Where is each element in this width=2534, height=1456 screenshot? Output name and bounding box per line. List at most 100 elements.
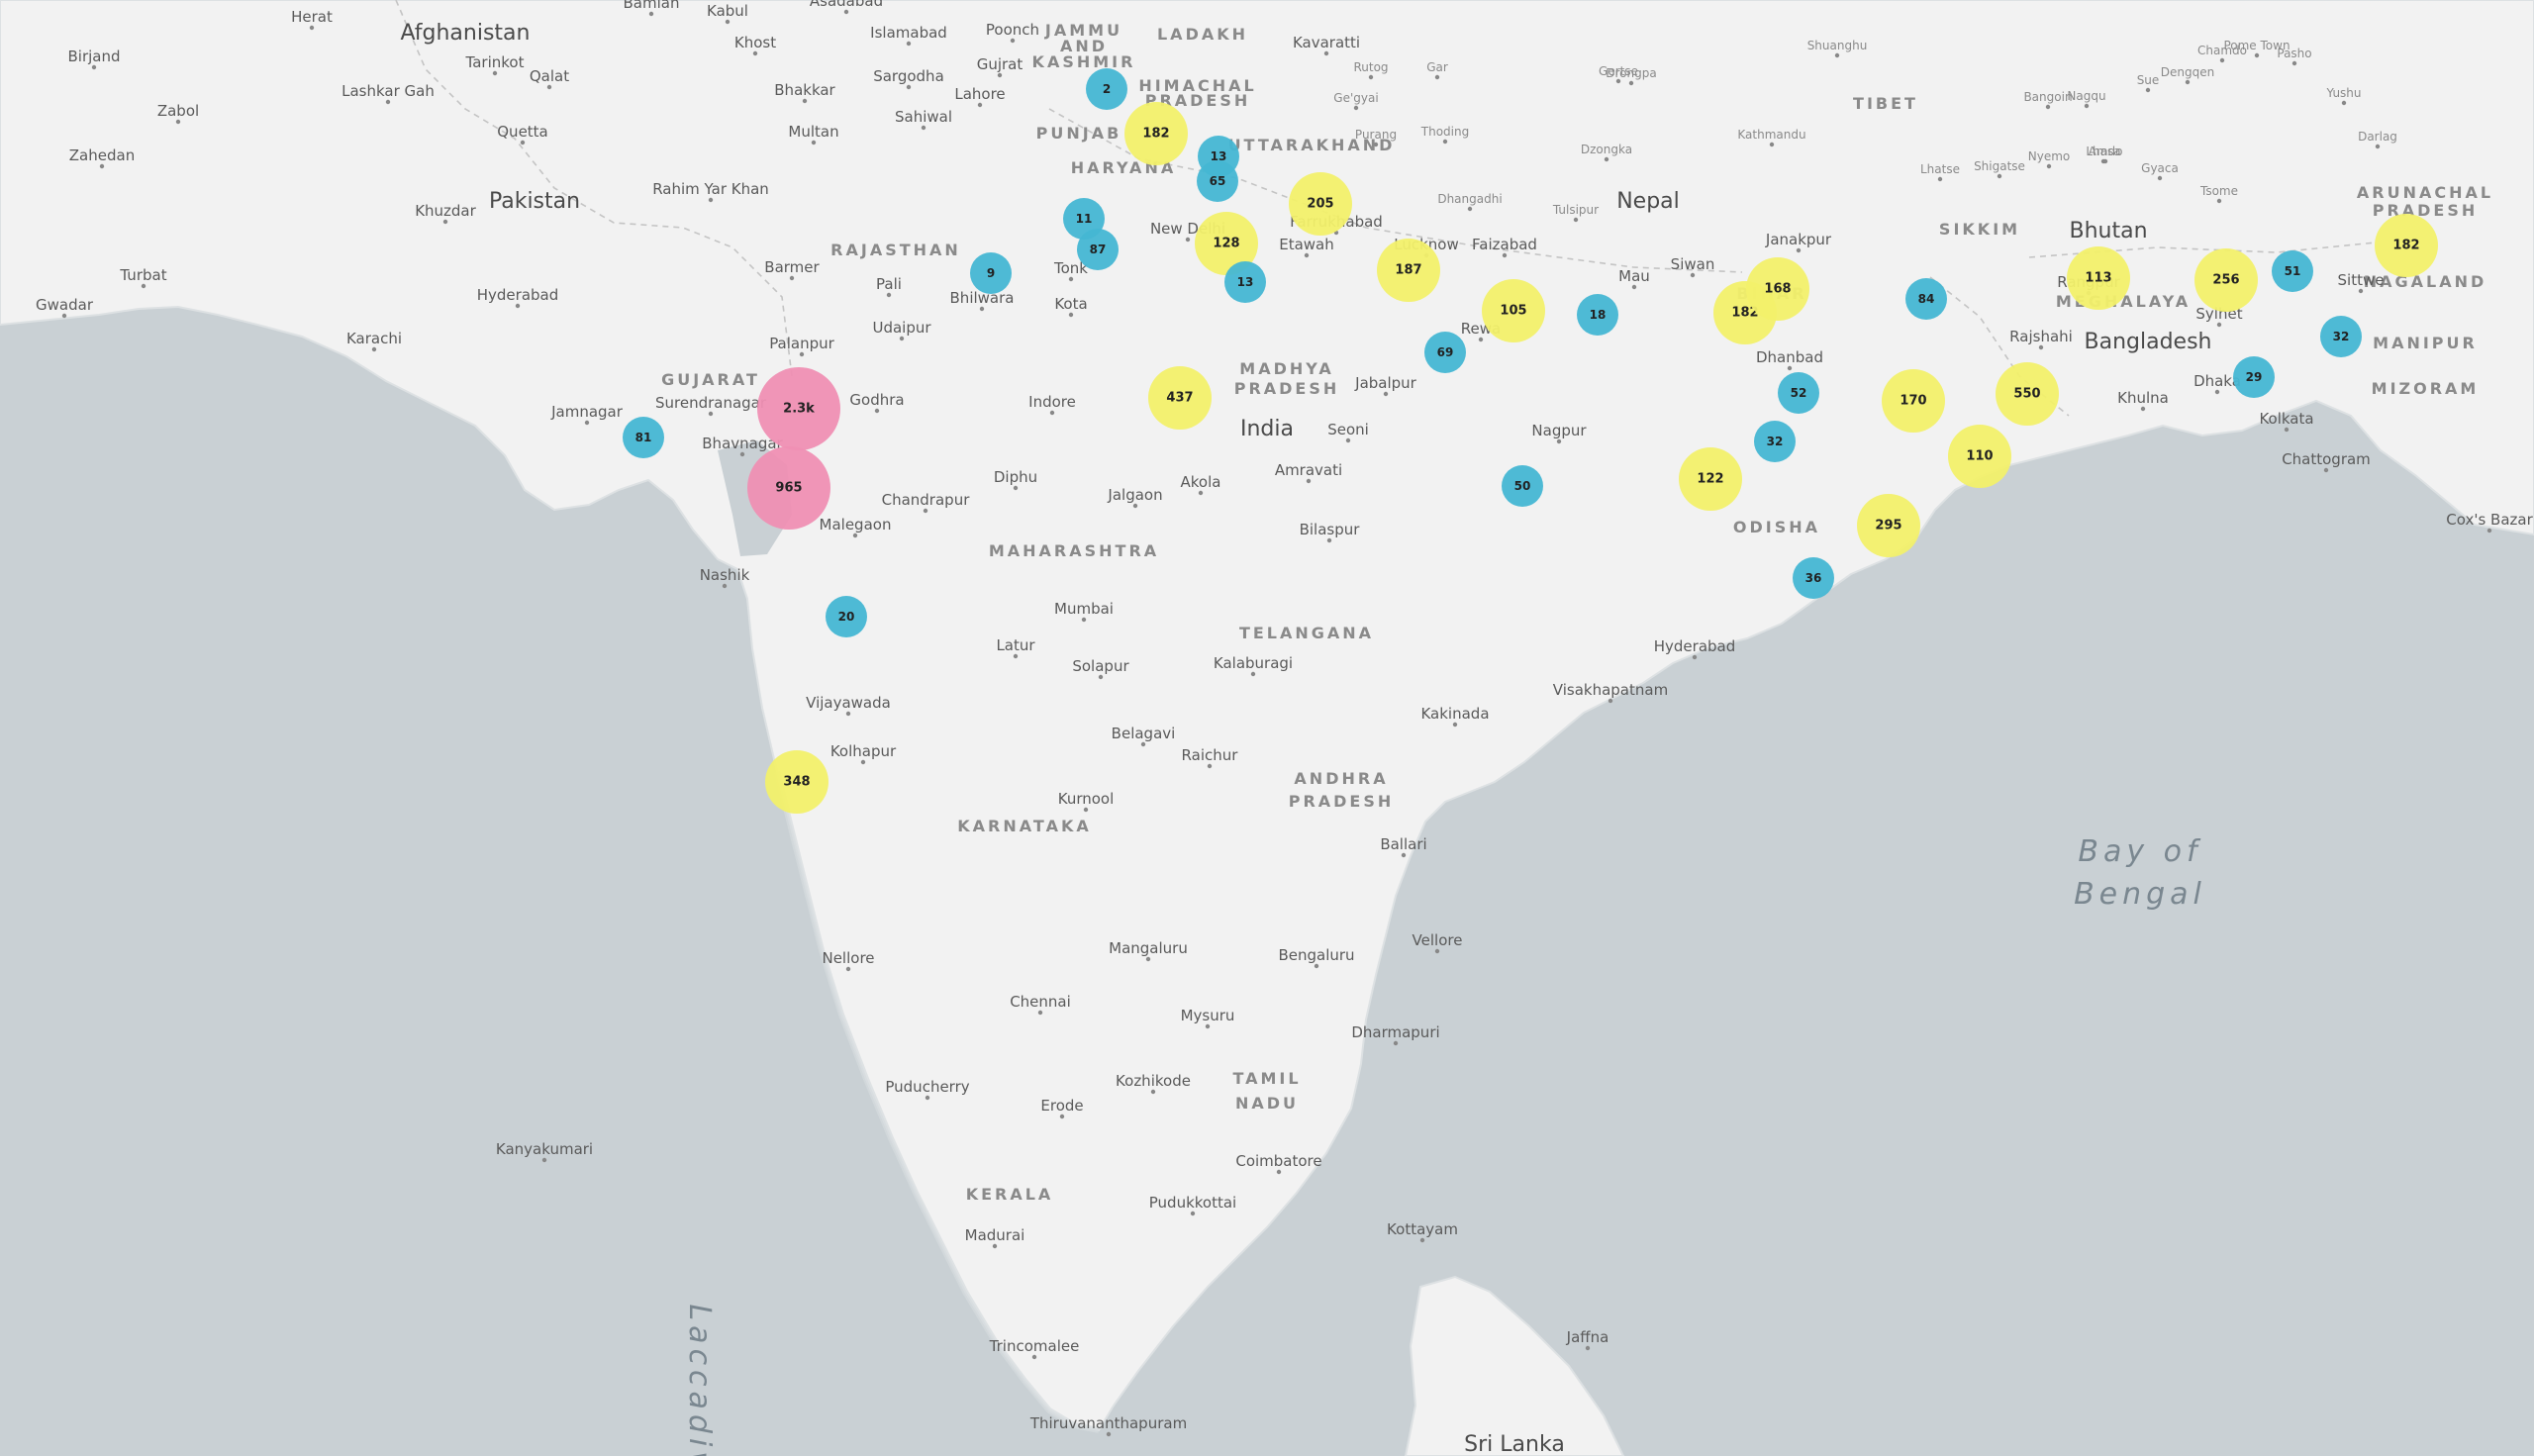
- cluster-marker[interactable]: 84: [1905, 278, 1947, 320]
- city-dot: [1615, 78, 1621, 84]
- cluster-marker[interactable]: 187: [1377, 239, 1440, 302]
- cluster-count: 20: [838, 610, 855, 624]
- cluster-marker[interactable]: 20: [826, 596, 867, 637]
- cluster-circle[interactable]: [1482, 279, 1545, 342]
- city-label: Sargodha: [873, 67, 944, 85]
- cluster-marker[interactable]: 105: [1482, 279, 1545, 342]
- cluster-circle[interactable]: [1679, 447, 1742, 511]
- city-label: Janakpur: [1765, 231, 1832, 248]
- city-dot: [1205, 1023, 1211, 1029]
- cluster-circle[interactable]: [623, 417, 664, 458]
- cluster-circle[interactable]: [1086, 68, 1127, 110]
- cluster-marker[interactable]: 18: [1577, 294, 1618, 336]
- cluster-marker[interactable]: 113: [2067, 246, 2130, 310]
- cluster-circle[interactable]: [1778, 372, 1819, 414]
- cluster-circle[interactable]: [1948, 425, 2011, 488]
- cluster-circle[interactable]: [765, 750, 828, 814]
- city-dot: [925, 1095, 930, 1101]
- cluster-marker[interactable]: 29: [2233, 356, 2275, 398]
- cluster-marker[interactable]: 9: [970, 252, 1012, 294]
- city-dot: [1556, 438, 1562, 444]
- cluster-marker[interactable]: 65: [1197, 160, 1238, 202]
- cluster-circle[interactable]: [826, 596, 867, 637]
- cluster-marker[interactable]: 87: [1077, 229, 1119, 270]
- cluster-count: 182: [1731, 306, 1758, 321]
- city-dot: [1306, 478, 1312, 484]
- city-dot: [1140, 741, 1146, 747]
- cluster-circle[interactable]: [1577, 294, 1618, 336]
- state-label: NADU: [1235, 1094, 1299, 1113]
- cluster-count: 295: [1875, 519, 1901, 534]
- cluster-count: 84: [1918, 292, 1935, 306]
- cluster-marker[interactable]: 51: [2272, 250, 2313, 292]
- cluster-circle[interactable]: [1996, 362, 2059, 426]
- city-label: Jabalpur: [1354, 374, 1417, 392]
- cluster-marker[interactable]: 437: [1148, 366, 1212, 430]
- cluster-marker[interactable]: 2.3k: [757, 367, 840, 450]
- cluster-count: 182: [2392, 239, 2419, 253]
- cluster-marker[interactable]: 205: [1289, 172, 1352, 236]
- cluster-circle[interactable]: [1195, 212, 1258, 275]
- cluster-circle[interactable]: [747, 446, 830, 530]
- cluster-circle[interactable]: [2320, 316, 2362, 357]
- cluster-marker[interactable]: 550: [1996, 362, 2059, 426]
- cluster-circle[interactable]: [1793, 557, 1834, 599]
- cluster-marker[interactable]: 182: [2375, 214, 2438, 277]
- cluster-circle[interactable]: [2272, 250, 2313, 292]
- cluster-circle[interactable]: [2194, 248, 2258, 312]
- cluster-circle[interactable]: [1905, 278, 1947, 320]
- cluster-circle[interactable]: [1148, 366, 1212, 430]
- cluster-circle[interactable]: [1377, 239, 1440, 302]
- cluster-circle[interactable]: [1197, 160, 1238, 202]
- cluster-circle[interactable]: [1424, 332, 1466, 373]
- cluster-marker[interactable]: 52: [1778, 372, 1819, 414]
- city-label: Faizabad: [1472, 236, 1537, 253]
- cluster-marker[interactable]: 122: [1679, 447, 1742, 511]
- cluster-count: 168: [1764, 282, 1791, 297]
- cluster-marker[interactable]: 2: [1086, 68, 1127, 110]
- state-label: PRADESH: [1234, 379, 1340, 398]
- cluster-circle[interactable]: [1289, 172, 1352, 236]
- cluster-circle[interactable]: [2375, 214, 2438, 277]
- cluster-marker[interactable]: 168: [1746, 257, 1809, 321]
- city-label: Bilaspur: [1300, 521, 1361, 538]
- cluster-marker[interactable]: 256: [2194, 248, 2258, 312]
- cluster-marker[interactable]: 13: [1224, 261, 1266, 303]
- city-label: Solapur: [1072, 657, 1129, 675]
- cluster-count: 2.3k: [783, 402, 815, 417]
- cluster-marker[interactable]: 32: [1754, 421, 1796, 462]
- cluster-marker[interactable]: 110: [1948, 425, 2011, 488]
- cluster-marker[interactable]: 32: [2320, 316, 2362, 357]
- cluster-circle[interactable]: [1502, 465, 1543, 507]
- city-label: Rajshahi: [2009, 328, 2073, 345]
- state-label: TIBET: [1853, 94, 1918, 113]
- cluster-circle[interactable]: [1857, 494, 1920, 557]
- country-label: Bhutan: [2069, 219, 2147, 243]
- city-dot: [1314, 963, 1319, 969]
- cluster-marker[interactable]: 128: [1195, 212, 1258, 275]
- cluster-marker[interactable]: 50: [1502, 465, 1543, 507]
- cluster-marker[interactable]: 170: [1882, 369, 1945, 433]
- cluster-marker[interactable]: 81: [623, 417, 664, 458]
- cluster-circle[interactable]: [1754, 421, 1796, 462]
- cluster-circle[interactable]: [2233, 356, 2275, 398]
- cluster-marker[interactable]: 182: [1124, 102, 1188, 165]
- cluster-marker[interactable]: 965: [747, 446, 830, 530]
- cluster-marker[interactable]: 348: [765, 750, 828, 814]
- cluster-circle[interactable]: [1077, 229, 1119, 270]
- cluster-marker[interactable]: 295: [1857, 494, 1920, 557]
- cluster-marker[interactable]: 69: [1424, 332, 1466, 373]
- cluster-circle[interactable]: [1124, 102, 1188, 165]
- cluster-marker[interactable]: 36: [1793, 557, 1834, 599]
- cluster-circle[interactable]: [1882, 369, 1945, 433]
- cluster-circle[interactable]: [757, 367, 840, 450]
- cluster-circle[interactable]: [2067, 246, 2130, 310]
- cluster-circle[interactable]: [970, 252, 1012, 294]
- city-dot: [843, 9, 849, 15]
- cluster-circle[interactable]: [1224, 261, 1266, 303]
- cluster-circle[interactable]: [1746, 257, 1809, 321]
- state-label: ANDHRA: [1294, 769, 1388, 788]
